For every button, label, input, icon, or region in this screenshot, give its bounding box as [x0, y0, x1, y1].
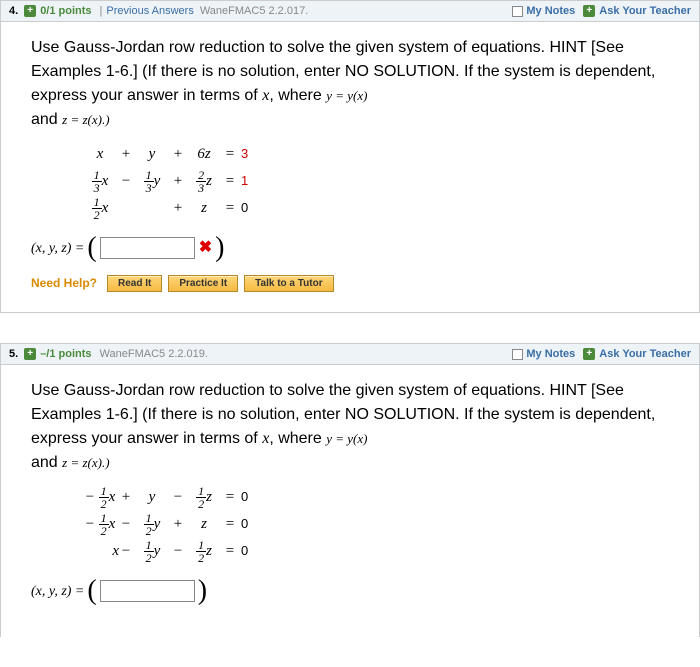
notes-checkbox[interactable]: [512, 349, 523, 360]
rhs: 0: [241, 489, 248, 505]
equation-row: 12x + z =0: [81, 196, 669, 220]
separator: |: [100, 5, 103, 17]
answer-line: (x, y, z) = ( ✖ ): [31, 234, 669, 262]
question-4: 4. + 0/1 points | Previous Answers WaneF…: [0, 0, 700, 313]
points: –/1 points: [40, 348, 91, 360]
prompt-end: .): [102, 112, 110, 127]
answer-line: (x, y, z) = ( ): [31, 577, 669, 605]
notes-checkbox[interactable]: [512, 6, 523, 17]
my-notes-link[interactable]: My Notes: [526, 5, 575, 17]
read-it-button[interactable]: Read It: [107, 275, 162, 292]
rhs: 0: [241, 543, 248, 559]
rhs: 0: [241, 516, 248, 532]
ask-teacher-link[interactable]: Ask Your Teacher: [599, 5, 691, 17]
question-header: 5. + –/1 points WaneFMAC5 2.2.019. My No…: [1, 344, 699, 365]
expand-icon[interactable]: +: [583, 348, 595, 360]
prompt-and: and: [31, 111, 62, 128]
source: WaneFMAC5 2.2.017.: [200, 5, 308, 17]
answer-prefix: (x, y, z) =: [31, 238, 84, 259]
prompt-yeq: y = y(x): [326, 431, 367, 446]
equation-row: x− 12y− 12z =0: [81, 539, 669, 563]
equation-row: x+ y+ 6z =3: [81, 142, 669, 166]
prompt: Use Gauss-Jordan row reduction to solve …: [31, 36, 669, 132]
points: 0/1 points: [40, 5, 91, 17]
paren-open: (: [87, 234, 96, 262]
source: WaneFMAC5 2.2.019.: [100, 348, 208, 360]
incorrect-icon: ✖: [199, 236, 212, 260]
answer-input[interactable]: [100, 580, 195, 602]
prompt-and: and: [31, 454, 62, 471]
rhs: 0: [241, 200, 248, 216]
prompt-yeq: y = y(x): [326, 88, 367, 103]
need-help: Need Help? Read It Practice It Talk to a…: [31, 274, 669, 292]
expand-icon[interactable]: +: [24, 5, 36, 17]
expand-icon[interactable]: +: [24, 348, 36, 360]
prompt-zeq: z = z(x): [62, 455, 102, 470]
answer-prefix: (x, y, z) =: [31, 581, 84, 602]
question-number: 5.: [9, 348, 18, 360]
ask-teacher-link[interactable]: Ask Your Teacher: [599, 348, 691, 360]
paren-close: ): [215, 234, 224, 262]
rhs: 1: [241, 173, 248, 189]
equations: − 12x+ y− 12z =0 − 12x− 12y+ z =0 x− 12y…: [81, 485, 669, 563]
question-body: Use Gauss-Jordan row reduction to solve …: [1, 22, 699, 312]
paren-open: (: [87, 577, 96, 605]
equation-row: − 12x− 12y+ z =0: [81, 512, 669, 536]
need-help-label: Need Help?: [31, 274, 97, 292]
equation-row: 13x− 13y+ 23z =1: [81, 169, 669, 193]
question-number: 4.: [9, 5, 18, 17]
answer-input[interactable]: [100, 237, 195, 259]
prompt: Use Gauss-Jordan row reduction to solve …: [31, 379, 669, 475]
question-body: Use Gauss-Jordan row reduction to solve …: [1, 365, 699, 637]
prompt-where: , where: [269, 430, 326, 447]
paren-close: ): [198, 577, 207, 605]
prompt-end: .): [102, 455, 110, 470]
prompt-where: , where: [269, 87, 326, 104]
practice-it-button[interactable]: Practice It: [168, 275, 238, 292]
rhs: 3: [241, 146, 248, 162]
previous-answers-link[interactable]: Previous Answers: [106, 5, 193, 17]
equation-row: − 12x+ y− 12z =0: [81, 485, 669, 509]
equations: x+ y+ 6z =3 13x− 13y+ 23z =1 12x + z =0: [81, 142, 669, 220]
expand-icon[interactable]: +: [583, 5, 595, 17]
talk-tutor-button[interactable]: Talk to a Tutor: [244, 275, 333, 292]
question-header: 4. + 0/1 points | Previous Answers WaneF…: [1, 1, 699, 22]
question-5: 5. + –/1 points WaneFMAC5 2.2.019. My No…: [0, 343, 700, 637]
my-notes-link[interactable]: My Notes: [526, 348, 575, 360]
prompt-zeq: z = z(x): [62, 112, 102, 127]
